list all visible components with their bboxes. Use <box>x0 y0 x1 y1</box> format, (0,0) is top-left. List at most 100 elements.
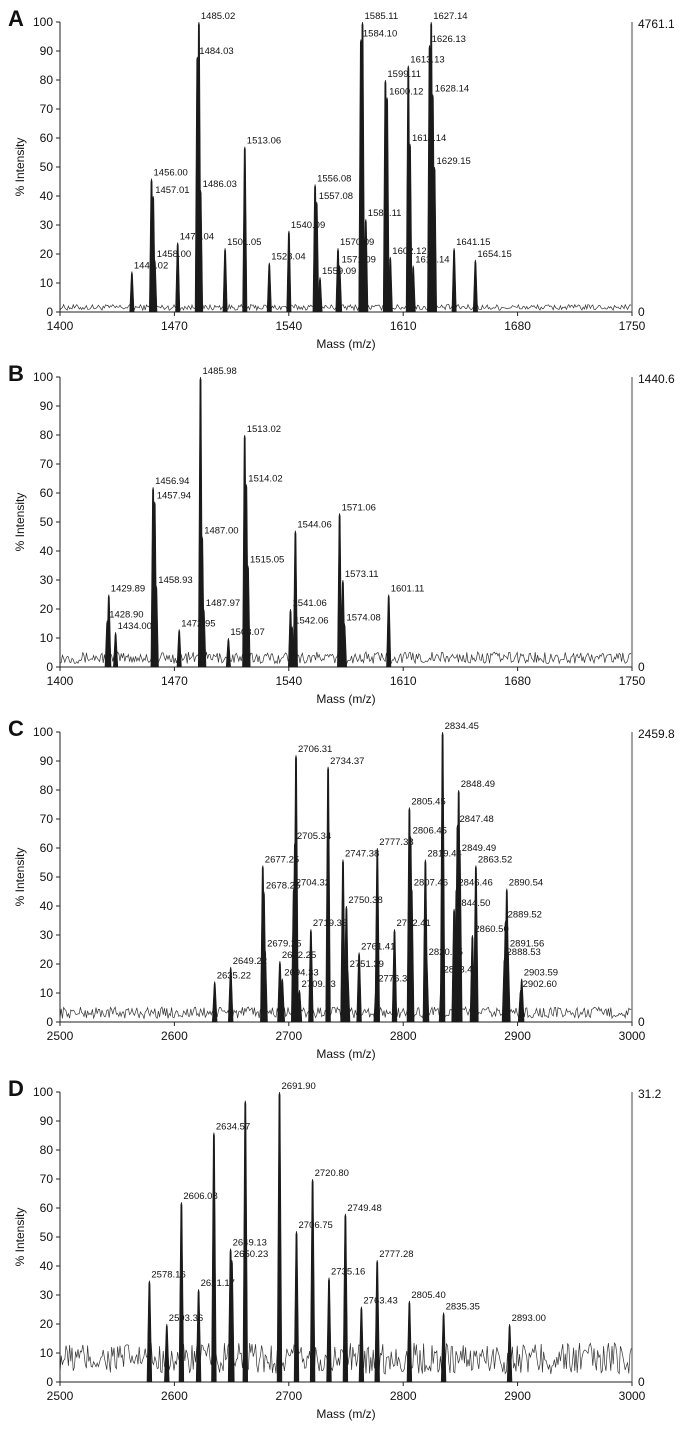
peak-label: 2621.17 <box>201 1278 235 1289</box>
peak-label: 2606.08 <box>183 1191 217 1202</box>
spectrum-peak <box>356 952 362 1023</box>
y-tick-label: 50 <box>40 1230 54 1244</box>
peak-label: 2650.23 <box>234 1249 268 1260</box>
spectrum-panel-c: C 0 10 20 30 40 50 60 70 80 90 100 2500 2600 2700 2800… <box>0 710 687 1065</box>
peak-label: 2805.45 <box>411 796 445 807</box>
y-tick-label: 30 <box>40 1288 54 1302</box>
y-tick-label: 0 <box>46 1375 53 1389</box>
peak-label: 1613.13 <box>410 55 444 66</box>
spectrum-peak <box>276 1091 283 1383</box>
spectrum-peak <box>211 981 218 1023</box>
spectrum-peak <box>391 929 398 1023</box>
peak-label: 2763.43 <box>363 1296 397 1307</box>
y-tick-label: 100 <box>33 15 53 29</box>
peak-label: 1487.97 <box>206 598 240 609</box>
y-tick-label: 70 <box>40 102 54 116</box>
peak-label: 2819.44 <box>427 849 461 860</box>
spectrum-peak <box>505 949 511 1023</box>
peak-label: 2805.40 <box>411 1290 445 1301</box>
spectrum-peak <box>363 219 369 313</box>
spectrum-peak <box>344 969 351 1023</box>
x-tick-label: 1540 <box>275 674 302 688</box>
y-tick-label: 60 <box>40 1201 54 1215</box>
peak-label: 1599.11 <box>387 69 421 80</box>
peak-label: 1571.06 <box>342 502 376 513</box>
panel-letter: D <box>8 1076 24 1101</box>
peak-label: 2820.45 <box>429 947 463 958</box>
y-axis-label: % Intensity <box>13 493 27 552</box>
spectrum-peak <box>358 1306 365 1383</box>
y-tick-label: 100 <box>33 1085 53 1099</box>
peak-label: 1487.00 <box>204 526 238 537</box>
x-axis-label: Mass (m/z) <box>316 1047 375 1061</box>
peak-label: 2678.25 <box>266 881 300 892</box>
spectrum-peak <box>308 929 314 1023</box>
x-tick-label: 3000 <box>619 1029 646 1043</box>
x-tick-label: 1400 <box>47 674 74 688</box>
peak-label: 2677.25 <box>265 854 299 865</box>
y-tick-label: 70 <box>40 457 54 471</box>
peak-label: 2893.00 <box>512 1313 546 1324</box>
y-tick-label: 90 <box>40 754 54 768</box>
spectrum-peak <box>152 259 158 313</box>
x-axis-label: Mass (m/z) <box>316 692 375 706</box>
peak-label: 1486.03 <box>203 179 237 190</box>
peak-label: 1600.12 <box>389 86 423 97</box>
y-tick-label: 0 <box>46 660 53 674</box>
spectrum-peak <box>262 949 268 1023</box>
spectrum-peak <box>245 565 251 668</box>
x-tick-label: 2500 <box>47 1389 74 1403</box>
peak-label: 1557.08 <box>319 191 353 202</box>
y-tick-label: 80 <box>40 428 54 442</box>
peak-label: 1458.00 <box>157 249 191 260</box>
spectrum-peak <box>129 271 135 313</box>
spectrum-peak <box>431 166 438 313</box>
peak-label: 2890.54 <box>509 878 543 889</box>
spectrum-peak <box>451 248 457 313</box>
peak-label: 1654.15 <box>477 249 511 260</box>
x-tick-label: 2700 <box>275 1389 302 1403</box>
spectrum-panel-a: A 0 10 20 30 40 50 60 70 80 90 100 1400 1470 1540 1610… <box>0 0 687 355</box>
spectrum-peak <box>296 990 303 1023</box>
spectrum-peak <box>472 259 478 313</box>
y-tick-label: 20 <box>40 602 54 616</box>
peak-label: 2751.39 <box>350 959 384 970</box>
y-tick-label: 100 <box>33 725 53 739</box>
x-tick-label: 2800 <box>390 1029 417 1043</box>
spectrum-peak <box>410 265 416 313</box>
spectrum-peak <box>229 1260 235 1383</box>
spectrum-peak <box>387 256 393 313</box>
peak-label: 2679.25 <box>267 939 301 950</box>
y-tick-label: 70 <box>40 1172 54 1186</box>
spectrum-plot: 0 10 20 30 40 50 60 70 80 90 100 1400 1470 1540 1610 16… <box>13 366 675 706</box>
peak-label: 2747.38 <box>345 849 379 860</box>
y-tick-label: 40 <box>40 1259 54 1273</box>
y-tick-label: 50 <box>40 160 54 174</box>
spectrum-peak <box>374 1260 380 1383</box>
peak-label: 1628.14 <box>435 84 469 95</box>
y-tick-label: 30 <box>40 928 54 942</box>
y-tick-label: 20 <box>40 957 54 971</box>
peak-label: 1541.06 <box>293 598 327 609</box>
peak-label: 2720.80 <box>315 1168 349 1179</box>
y-tick-label: 40 <box>40 899 54 913</box>
right-zero-label: 0 <box>638 1375 645 1389</box>
x-axis-label: Mass (m/z) <box>316 1407 375 1421</box>
peak-label: 1458.93 <box>158 575 192 586</box>
y-tick-label: 40 <box>40 189 54 203</box>
spectrum-peak <box>406 1300 413 1383</box>
spectrum-panel-b: B 0 10 20 30 40 50 60 70 80 90 100 1400 1470 1540 1610… <box>0 355 687 710</box>
spectrum-peak <box>341 623 348 668</box>
peak-label: 1573.11 <box>345 569 379 580</box>
peak-label: 1428.90 <box>109 610 143 621</box>
spectrum-peak <box>176 629 182 668</box>
x-tick-label: 1750 <box>619 674 646 688</box>
x-tick-label: 1610 <box>390 319 417 333</box>
spectrum-peak <box>164 1323 170 1383</box>
y-tick-label: 20 <box>40 247 54 261</box>
right-zero-label: 0 <box>638 305 645 319</box>
spectrum-peak <box>451 908 457 1023</box>
panel-letter: A <box>8 6 24 31</box>
y-tick-label: 0 <box>46 305 53 319</box>
peak-label: 2593.36 <box>169 1313 203 1324</box>
